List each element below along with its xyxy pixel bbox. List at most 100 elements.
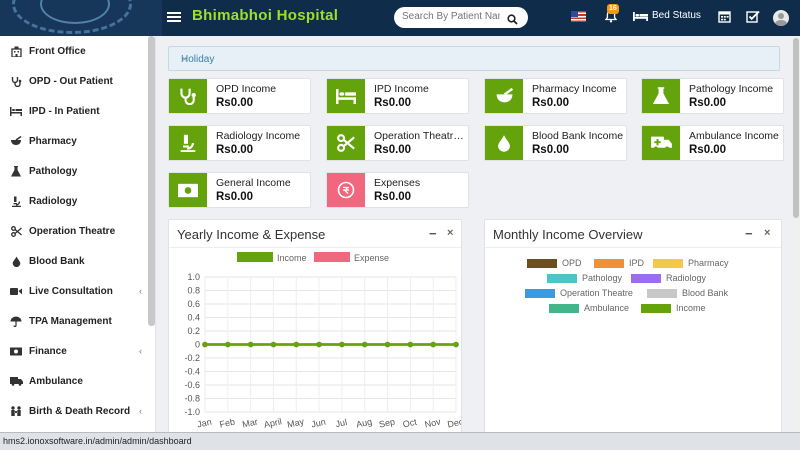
yearly-income-expense-panel: Yearly Income & Expense − × Income Expens… [168, 219, 462, 434]
pathology-income-card[interactable]: Pathology Income Rs0.00 [641, 78, 784, 114]
sidebar-item-finance[interactable]: Finance ‹ [0, 336, 150, 366]
sidebar: Front Office OPD - Out Patient IPD - In … [0, 36, 156, 432]
sidebar-item-ipd[interactable]: IPD - In Patient [0, 96, 150, 126]
patient-search-input[interactable] [402, 11, 500, 22]
legend-opd[interactable]: OPD [527, 258, 582, 268]
data-point-income [225, 341, 231, 348]
legend-operation-theatre[interactable]: Operation Theatre [525, 288, 633, 298]
sidebar-item-blood-bank[interactable]: Blood Bank [0, 246, 150, 276]
minimize-icon[interactable]: − [429, 226, 437, 241]
pharmacy-income-card[interactable]: Pharmacy Income Rs0.00 [484, 78, 627, 114]
legend-label: Operation Theatre [560, 288, 633, 298]
sidebar-item-label: Birth & Death Record [29, 405, 131, 417]
general-income-card[interactable]: General Income Rs0.00 [168, 172, 311, 208]
y-tick-label: -0.2 [184, 353, 200, 363]
legend-label: Expense [354, 253, 389, 263]
minimize-icon[interactable]: − [745, 226, 753, 241]
sidebar-item-label: TPA Management [29, 315, 112, 327]
legend-radiology[interactable]: Radiology [631, 273, 706, 283]
opd-income-card[interactable]: OPD Income Rs0.00 [168, 78, 311, 114]
hospital-logo[interactable] [0, 0, 162, 36]
legend-swatch [641, 303, 671, 313]
page-scrollbar[interactable] [792, 36, 800, 432]
search-icon[interactable] [507, 12, 518, 30]
card-label: General Income [216, 177, 291, 189]
bed-status-button[interactable]: Bed Status [633, 10, 701, 21]
sidebar-item-birth-death-record[interactable]: Birth & Death Record ‹ [0, 396, 150, 426]
radiology-income-card[interactable]: Radiology Income Rs0.00 [168, 125, 311, 161]
legend-pathology[interactable]: Pathology [547, 273, 622, 283]
close-icon[interactable]: × [181, 52, 189, 66]
legend-label: Radiology [666, 273, 707, 283]
close-icon[interactable]: × [764, 227, 771, 239]
legend-pharmacy[interactable]: Pharmacy [653, 258, 729, 268]
x-tick-label: Sep [378, 417, 396, 430]
chevron-left-icon: ‹ [139, 346, 142, 356]
panel-header: Yearly Income & Expense − × [169, 220, 461, 248]
task-checkbox-icon[interactable] [746, 10, 760, 28]
legend-swatch [594, 258, 624, 268]
y-tick-label: -0.8 [184, 394, 200, 404]
blood-bank-income-card[interactable]: Blood Bank Income Rs0.00 [484, 125, 627, 161]
sidebar-item-pathology[interactable]: Pathology [0, 156, 150, 186]
card-value: Rs0.00 [532, 144, 570, 156]
close-icon[interactable]: × [447, 227, 454, 239]
user-avatar[interactable] [773, 10, 789, 26]
legend-swatch [527, 258, 557, 268]
sidebar-item-front-office[interactable]: Front Office [0, 36, 150, 66]
card-label: Blood Bank Income [532, 130, 624, 142]
panel-header: Monthly Income Overview − × [485, 220, 781, 248]
card-value: Rs0.00 [374, 97, 412, 109]
y-tick-label: -1.0 [184, 407, 200, 417]
sidebar-item-opd[interactable]: OPD - Out Patient [0, 66, 150, 96]
sidebar-item-label: Live Consultation [29, 285, 113, 297]
language-flag-icon[interactable] [571, 11, 586, 22]
data-point-income [430, 341, 436, 348]
legend-income[interactable]: Income [641, 303, 706, 313]
sidebar-item-ambulance[interactable]: Ambulance [0, 366, 150, 396]
card-label: IPD Income [374, 83, 429, 95]
sidebar-item-label: Pharmacy [29, 135, 77, 147]
ambulance-icon [9, 376, 23, 386]
expenses-card[interactable]: Expenses Rs0.00 [326, 172, 469, 208]
legend-swatch [547, 273, 577, 283]
patient-search-box [394, 7, 528, 28]
ipd-income-card[interactable]: IPD Income Rs0.00 [326, 78, 469, 114]
y-tick-label: -0.6 [184, 380, 200, 390]
sidebar-item-pharmacy[interactable]: Pharmacy [0, 126, 150, 156]
legend-label: Pharmacy [688, 258, 729, 268]
data-point-income [247, 341, 254, 348]
sidebar-item-label: Finance [29, 345, 67, 357]
x-tick-label: Jan [196, 417, 212, 430]
chevron-left-icon: ‹ [139, 286, 142, 296]
bed-icon [327, 79, 365, 113]
operation-theatre-income-card[interactable]: Operation Theatre Income Rs0.00 [326, 125, 469, 161]
scrollbar-thumb[interactable] [793, 38, 799, 218]
data-point-income [202, 341, 208, 348]
y-tick-label: 0.6 [187, 299, 200, 309]
stethoscope-icon [169, 79, 207, 113]
y-tick-label: 0.2 [187, 326, 200, 336]
monthly-income-overview-panel: Monthly Income Overview − × OPD IPD Phar… [484, 219, 782, 434]
sidebar-item-radiology[interactable]: Radiology [0, 186, 150, 216]
data-point-income [316, 341, 322, 348]
legend-ipd[interactable]: IPD [594, 258, 644, 268]
status-url: hms2.ionoxsoftware.in/admin/admin/dashbo… [3, 436, 192, 446]
data-point-income [339, 341, 345, 348]
calendar-icon[interactable] [718, 10, 731, 28]
ambulance-income-card[interactable]: Ambulance Income Rs0.00 [641, 125, 784, 161]
sidebar-item-label: Blood Bank [29, 255, 85, 267]
bed-status-label: Bed Status [652, 10, 701, 21]
card-value: Rs0.00 [216, 97, 254, 109]
y-tick-label: 0.4 [187, 313, 200, 323]
legend-ambulance[interactable]: Ambulance [549, 303, 629, 313]
sidebar-item-label: Pathology [29, 165, 78, 177]
sidebar-toggle-icon[interactable] [167, 10, 181, 24]
legend-blood-bank[interactable]: Blood Bank [647, 288, 728, 298]
sidebar-item-tpa-management[interactable]: TPA Management [0, 306, 150, 336]
sidebar-item-operation-theatre[interactable]: Operation Theatre [0, 216, 150, 246]
card-value: Rs0.00 [689, 97, 727, 109]
sidebar-scrollbar[interactable] [148, 36, 155, 326]
sidebar-item-live-consultation[interactable]: Live Consultation ‹ [0, 276, 150, 306]
alert-text: Holiday [181, 54, 215, 65]
